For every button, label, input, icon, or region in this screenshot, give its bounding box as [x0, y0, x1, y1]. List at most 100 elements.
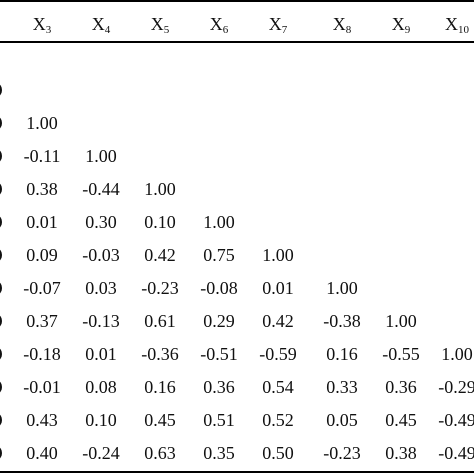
- table-cell: 1.00: [441, 344, 473, 364]
- table-cell: 1.00: [26, 113, 58, 133]
- table-cell: 1.00: [326, 278, 358, 298]
- table-cell: 0.52: [262, 410, 294, 430]
- table-cell: -0.51: [200, 344, 238, 364]
- table-cell: 0.54: [262, 377, 294, 397]
- table-cell: -0.23: [141, 278, 179, 298]
- row-label-fragment: [0, 437, 4, 469]
- table-cell: 0.51: [203, 410, 235, 430]
- table-cell: -0.49: [438, 410, 474, 430]
- clipped-glyph: [0, 249, 2, 261]
- row-label-fragment: [0, 371, 4, 403]
- clipped-glyph: [0, 84, 2, 96]
- table-cell: 0.63: [144, 443, 176, 463]
- table-row: 0.38 -0.44 1.00: [0, 173, 474, 205]
- clipped-glyph: [0, 216, 2, 228]
- table-cell: -0.59: [259, 344, 297, 364]
- row-label-fragment: [0, 404, 4, 436]
- table-cell: 0.01: [262, 278, 294, 298]
- table-cell: 0.75: [203, 245, 235, 265]
- top-rule: [0, 0, 474, 2]
- table-cell: 1.00: [262, 245, 294, 265]
- table-cell: -0.11: [23, 146, 61, 166]
- table-cell: -0.24: [82, 443, 120, 463]
- table-cell: 0.38: [385, 443, 417, 463]
- table-cell: 0.09: [26, 245, 58, 265]
- table-cell: 0.29: [203, 311, 235, 331]
- row-label-fragment: [0, 272, 4, 304]
- table-cell: 0.45: [385, 410, 417, 430]
- clipped-glyph: [0, 348, 2, 360]
- table-row: 1.00: [0, 107, 474, 139]
- clipped-glyph: [0, 447, 2, 459]
- clipped-glyph: [0, 381, 2, 393]
- table-cell: 0.40: [26, 443, 58, 463]
- table-cell: 0.08: [85, 377, 117, 397]
- table-cell: -0.08: [200, 278, 238, 298]
- table-cell: 0.35: [203, 443, 235, 463]
- table-cell: 0.38: [26, 179, 58, 199]
- table-cell: 1.00: [144, 179, 176, 199]
- table-cell: 0.10: [144, 212, 176, 232]
- row-label-fragment: [0, 173, 4, 205]
- column-header: X4: [91, 14, 111, 36]
- column-header: X9: [391, 14, 411, 36]
- table-cell: -0.29: [438, 377, 474, 397]
- column-header: X6: [209, 14, 229, 36]
- header-rule: [0, 41, 474, 43]
- table-row: -0.01 0.08 0.16 0.36 0.54 0.33 0.36 -0.29: [0, 371, 474, 403]
- table-cell: 0.42: [144, 245, 176, 265]
- row-label-fragment: [0, 338, 4, 370]
- table-cell: 0.45: [144, 410, 176, 430]
- row-label-fragment: [0, 239, 4, 271]
- table-cell: 0.33: [326, 377, 358, 397]
- row-label-fragment: [0, 74, 4, 106]
- clipped-glyph: [0, 282, 2, 294]
- table-cell: -0.07: [23, 278, 61, 298]
- row-label-fragment: [0, 107, 4, 139]
- table-row: 0.43 0.10 0.45 0.51 0.52 0.05 0.45 -0.49: [0, 404, 474, 436]
- table-cell: 0.37: [26, 311, 58, 331]
- bottom-rule: [0, 471, 474, 473]
- table-cell: 0.05: [326, 410, 358, 430]
- column-header: X3: [32, 14, 52, 36]
- table-cell: -0.03: [82, 245, 120, 265]
- table-row: 0.01 0.30 0.10 1.00: [0, 206, 474, 238]
- table-cell: -0.38: [323, 311, 361, 331]
- table-row: -0.11 1.00: [0, 140, 474, 172]
- table-cell: 0.10: [85, 410, 117, 430]
- table-row: [0, 74, 474, 106]
- table-cell: -0.55: [382, 344, 420, 364]
- table-cell: 0.61: [144, 311, 176, 331]
- table-header-row: X3 X4 X5 X6 X7 X8 X9 X10: [0, 8, 474, 40]
- row-label-fragment: [0, 140, 4, 172]
- column-header: X10: [445, 14, 469, 36]
- table-cell: 1.00: [385, 311, 417, 331]
- table-cell: -0.23: [323, 443, 361, 463]
- clipped-glyph: [0, 414, 2, 426]
- table-cell: 0.16: [144, 377, 176, 397]
- table-cell: 0.50: [262, 443, 294, 463]
- table-row: 0.09 -0.03 0.42 0.75 1.00: [0, 239, 474, 271]
- table-cell: 0.36: [203, 377, 235, 397]
- row-label-fragment: [0, 206, 4, 238]
- table-cell: -0.13: [82, 311, 120, 331]
- row-label-fragment: [0, 305, 4, 337]
- table-row: 0.40 -0.24 0.63 0.35 0.50 -0.23 0.38 -0.49: [0, 437, 474, 469]
- table-cell: 0.01: [26, 212, 58, 232]
- clipped-glyph: [0, 315, 2, 327]
- clipped-glyph: [0, 183, 2, 195]
- table-row: -0.07 0.03 -0.23 -0.08 0.01 1.00: [0, 272, 474, 304]
- table-cell: -0.01: [23, 377, 61, 397]
- table-row: -0.18 0.01 -0.36 -0.51 -0.59 0.16 -0.55 1.00: [0, 338, 474, 370]
- table-row: 0.37 -0.13 0.61 0.29 0.42 -0.38 1.00: [0, 305, 474, 337]
- table-cell: -0.36: [141, 344, 179, 364]
- clipped-glyph: [0, 150, 2, 162]
- table-cell: 0.30: [85, 212, 117, 232]
- table-cell: -0.49: [438, 443, 474, 463]
- table-cell: 1.00: [85, 146, 117, 166]
- table-cell: -0.44: [82, 179, 120, 199]
- column-header: X5: [150, 14, 170, 36]
- table-cell: 0.42: [262, 311, 294, 331]
- column-header: X8: [332, 14, 352, 36]
